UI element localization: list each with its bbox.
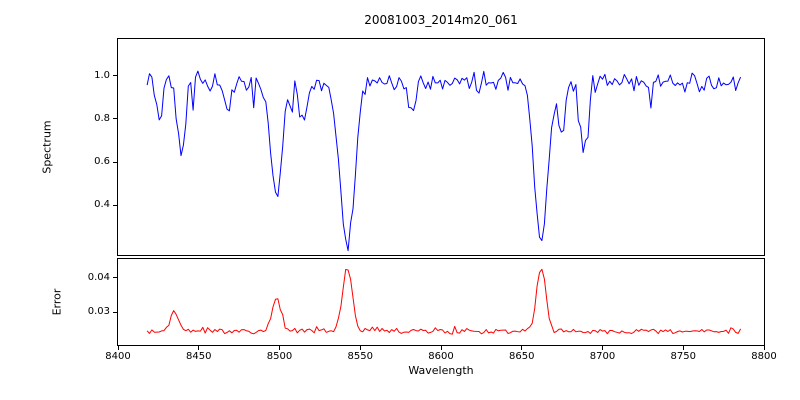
x-tick-label: 8450 bbox=[186, 351, 212, 362]
x-tick-label: 8550 bbox=[347, 351, 373, 362]
x-tick-label: 8800 bbox=[751, 351, 777, 362]
spectrum-panel bbox=[117, 38, 765, 256]
spectrum-y-tick-label: 0.6 bbox=[94, 156, 110, 168]
spectrum-y-tick-mark bbox=[113, 204, 117, 206]
x-tick-mark bbox=[521, 346, 523, 350]
x-tick-label: 8600 bbox=[428, 351, 454, 362]
spectrum-y-tick-label: 0.4 bbox=[94, 199, 110, 211]
error-y-tick-mark bbox=[113, 277, 117, 279]
x-tick-mark bbox=[440, 346, 442, 350]
x-tick-mark bbox=[117, 346, 119, 350]
x-tick-label: 8750 bbox=[670, 351, 696, 362]
spectrum-series-path bbox=[146, 70, 742, 252]
x-tick-label: 8650 bbox=[509, 351, 535, 362]
spectrum-y-tick-mark bbox=[113, 161, 117, 163]
x-tick-label: 8700 bbox=[589, 351, 616, 362]
x-axis-label: Wavelength bbox=[408, 364, 474, 377]
x-tick-mark bbox=[763, 346, 765, 350]
spectrum-y-axis-label: Spectrum bbox=[40, 120, 54, 174]
spectrum-y-tick-label: 1.0 bbox=[94, 69, 110, 81]
x-tick-mark bbox=[279, 346, 280, 350]
chart-title: 20081003_2014m20_061 bbox=[364, 13, 518, 27]
spectrum-line-plot bbox=[146, 70, 742, 252]
x-tick-mark bbox=[359, 346, 361, 350]
x-tick-label: 8500 bbox=[266, 351, 293, 362]
error-series-path bbox=[146, 268, 742, 335]
error-y-tick-mark bbox=[113, 311, 117, 313]
error-panel bbox=[117, 258, 765, 346]
error-y-axis-label: Error bbox=[50, 288, 64, 316]
x-tick-mark bbox=[602, 346, 603, 350]
error-y-tick-label: 0.03 bbox=[87, 306, 110, 318]
x-tick-mark bbox=[198, 346, 200, 350]
spectrum-y-tick-label: 0.8 bbox=[94, 112, 110, 124]
error-line-plot bbox=[146, 268, 742, 335]
x-tick-mark bbox=[682, 346, 684, 350]
x-tick-label: 8400 bbox=[105, 351, 131, 362]
error-y-tick-label: 0.04 bbox=[87, 271, 110, 283]
spectrum-y-tick-mark bbox=[113, 118, 117, 120]
spectrum-y-tick-mark bbox=[113, 75, 117, 77]
